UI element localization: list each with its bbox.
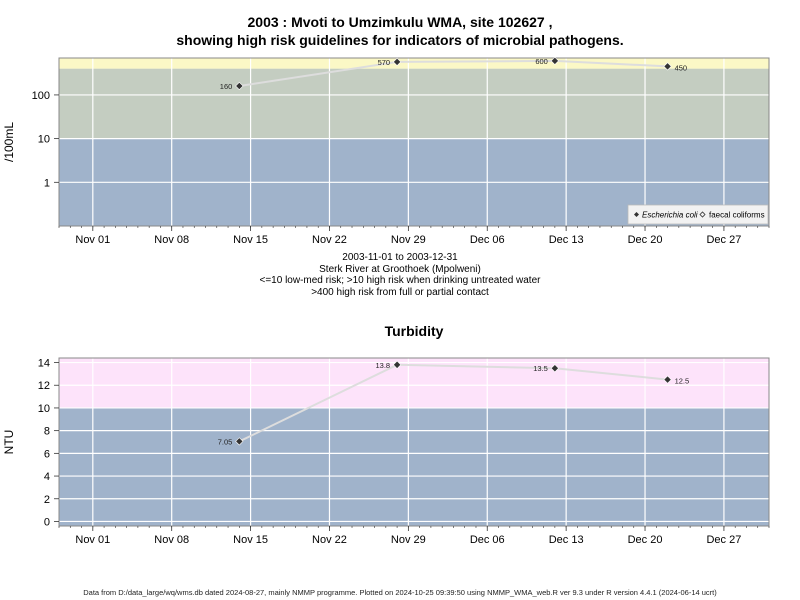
chart2-x-tick-label: Nov 08	[154, 534, 189, 546]
caption-risk-contact: >400 high risk from full or partial cont…	[311, 286, 489, 298]
chart2-y-tick-label: 6	[44, 448, 50, 460]
chart2-risk-band-1	[59, 407, 769, 526]
chart2-data-point	[550, 364, 559, 373]
chart1-data-label: 570	[378, 58, 391, 67]
chart2-y-tick-label: 0	[44, 516, 50, 528]
chart1-x-tick-label: Dec 27	[706, 234, 741, 246]
chart2-x-tick-label: Nov 01	[75, 534, 110, 546]
chart1-legend-box	[627, 204, 769, 225]
chart1-data-point	[235, 81, 244, 91]
chart1-y-tick-label: 10	[38, 134, 50, 146]
chart2-y-tick-label: 8	[44, 426, 50, 438]
chart2-x-tick-label: Nov 29	[391, 534, 426, 546]
chart2-x-tick-label: Dec 06	[470, 534, 505, 546]
chart1-legend-label-1: Escherichia coli	[642, 211, 698, 220]
chart1-x-tick-label: Dec 13	[549, 234, 584, 246]
chart1-legend-marker-2	[699, 211, 706, 218]
chart1-plot-frame	[58, 57, 770, 227]
chart2-y-axis-label: NTU	[2, 430, 16, 455]
chart2-data-label: 13.5	[533, 364, 548, 373]
chart2-data-label: 13.8	[375, 361, 390, 370]
chart1-legend-marker-1	[634, 212, 639, 217]
chart2-y-tick-label: 4	[44, 471, 50, 483]
caption-risk-drinking: <=10 low-med risk; >10 high risk when dr…	[259, 275, 541, 286]
chart2-data-point	[663, 375, 672, 384]
chart1-x-tick-label: Nov 08	[154, 234, 189, 246]
caption-site: Sterk River at Groothoek (Mpolweni)	[319, 263, 481, 275]
chart2-y-tick-label: 14	[38, 358, 50, 370]
chart1-x-tick-label: Nov 29	[391, 234, 426, 246]
chart1-y-axis-label: /100mL	[2, 122, 16, 162]
chart2-risk-band-2	[59, 358, 769, 408]
chart1-x-tick-label: Nov 01	[75, 234, 110, 246]
chart1-x-tick-label: Dec 20	[628, 234, 663, 246]
chart1-risk-band-3	[59, 58, 769, 69]
chart1-data-point	[392, 57, 402, 66]
chart1-legend-label-2: faecal coliforms	[709, 211, 765, 220]
chart2-x-tick-label: Dec 20	[628, 534, 663, 546]
chart1-data-label: 160	[220, 82, 233, 91]
chart2-series-line	[238, 363, 668, 443]
chart2-x-tick-label: Nov 22	[312, 534, 347, 546]
chart1-y-tick-label: 1	[44, 177, 50, 189]
chart1-y-tick-label: 100	[32, 90, 50, 102]
chart1-x-tick-label: Nov 22	[312, 234, 347, 246]
chart1-data-label: 600	[535, 57, 548, 66]
chart2-data-label: 12.5	[675, 377, 690, 386]
chart-title-line2: showing high risk guidelines for indicat…	[176, 32, 624, 48]
chart1-data-label: 450	[675, 63, 688, 72]
chart-title-line1: 2003 : Mvoti to Umzimkulu WMA, site 1026…	[247, 14, 553, 30]
chart1-x-tick-label: Dec 06	[470, 234, 505, 246]
footer-note: Data from D:/data_large/wq/wms.db dated …	[83, 588, 717, 597]
chart2-y-tick-label: 12	[38, 380, 50, 392]
chart1-x-tick-label: Nov 15	[233, 234, 268, 246]
chart2-data-point	[235, 437, 244, 446]
chart2-title: Turbidity	[385, 323, 444, 339]
chart2-x-tick-label: Nov 15	[233, 534, 268, 546]
chart2-y-tick-label: 2	[44, 494, 50, 506]
chart1-data-point	[663, 62, 672, 71]
chart2-data-point	[392, 360, 402, 369]
chart1-risk-band-2	[59, 68, 769, 139]
chart2-x-tick-label: Dec 27	[706, 534, 741, 546]
chart2-x-tick-label: Dec 13	[549, 534, 584, 546]
chart1-data-point	[550, 56, 559, 66]
chart2-plot-frame	[58, 357, 770, 527]
caption-date-range: 2003-11-01 to 2003-12-31	[342, 252, 458, 263]
chart2-data-label: 7.05	[218, 437, 233, 446]
chart1-series-line	[239, 59, 668, 87]
chart2-y-tick-label: 10	[38, 403, 50, 415]
